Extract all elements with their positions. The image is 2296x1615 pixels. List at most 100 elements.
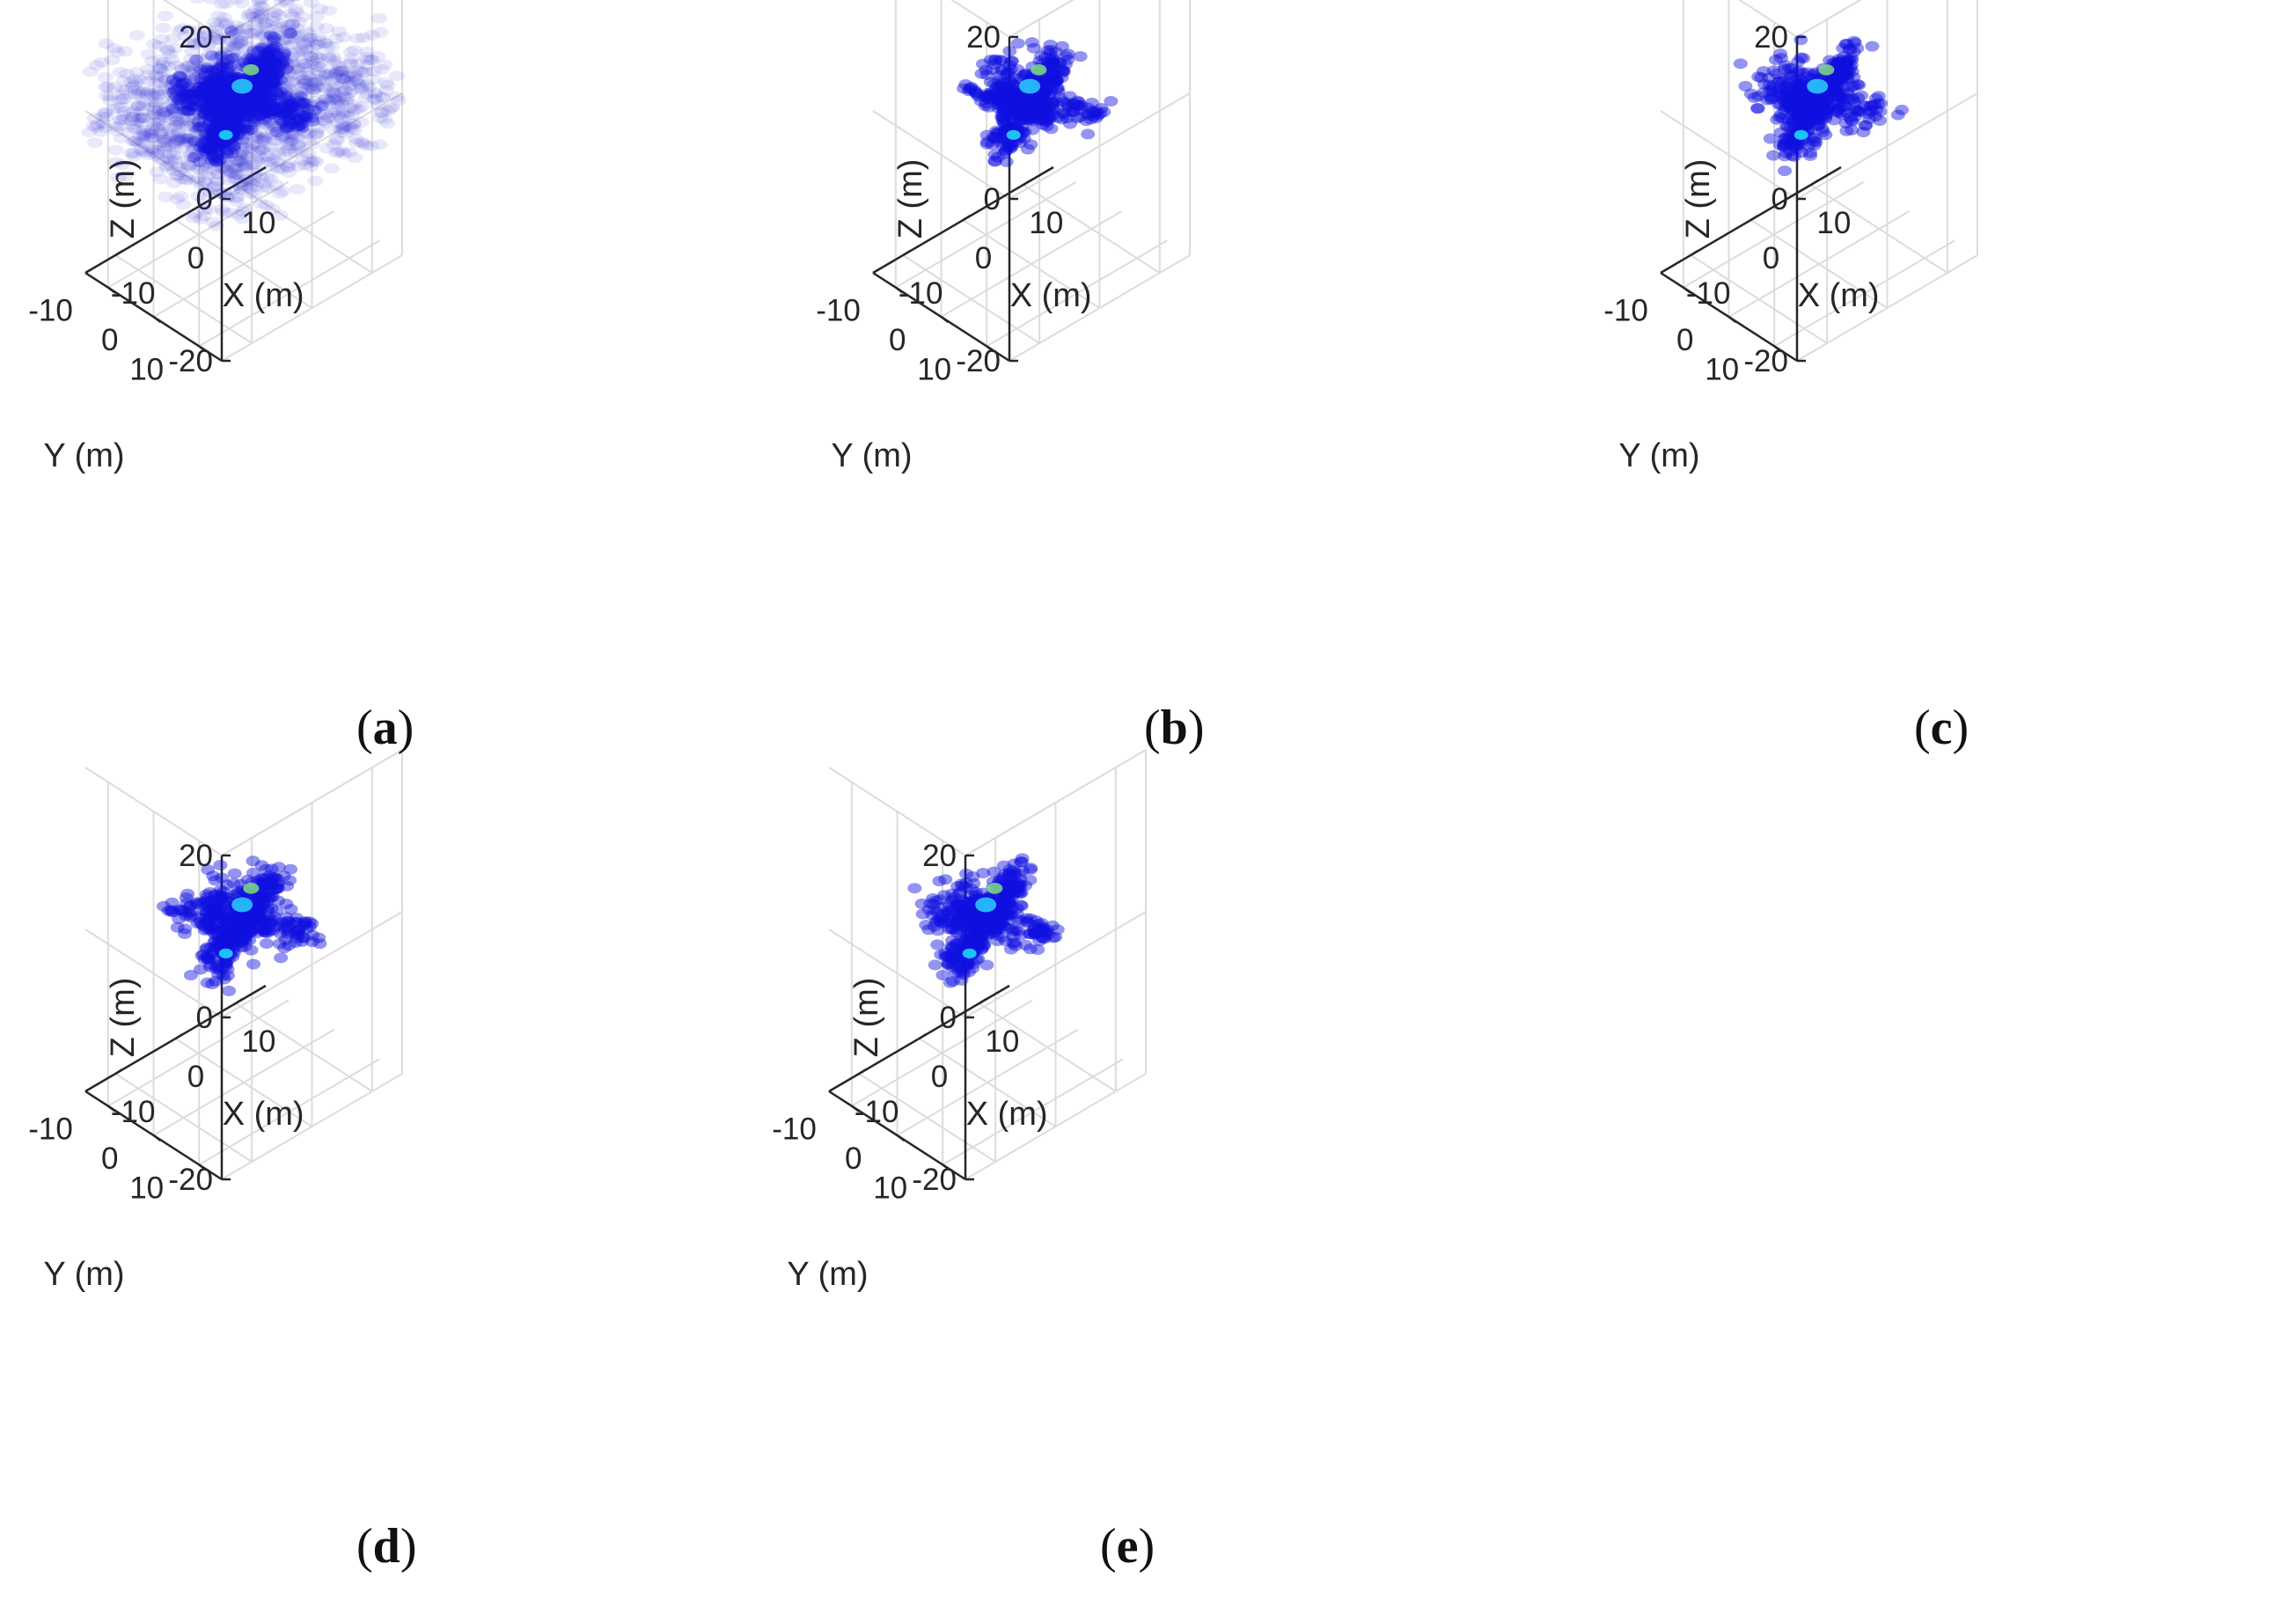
noise-point [175,114,192,126]
target-point [956,905,971,916]
target-point [269,127,284,138]
target-point [1004,894,1019,906]
noise-point [257,132,274,143]
target-point [218,98,233,109]
target-point [1081,109,1096,121]
target-point [213,62,228,73]
noise-point [277,107,294,119]
target-point [241,94,256,106]
target-point [1048,931,1063,943]
target-point [1848,105,1863,116]
noise-point [232,141,249,152]
target-point [963,899,978,911]
noise-point [185,102,202,114]
noise-point [298,43,315,55]
target-point [225,107,240,119]
target-point [256,924,271,936]
target-point [203,942,218,953]
noise-point [209,168,226,180]
noise-point [299,70,316,82]
target-point [1079,115,1094,127]
target-point [1795,81,1810,92]
target-point [220,923,235,935]
target-point [231,106,246,118]
target-point [1764,85,1779,97]
noise-point [252,42,268,54]
target-point [251,100,266,112]
target-point [218,904,233,915]
target-point [259,873,274,885]
target-point [1003,109,1018,121]
target-point [249,920,264,931]
noise-point [288,22,304,33]
y-tick-label: 10 [129,352,164,386]
target-point [216,95,231,106]
target-point [1005,72,1020,84]
target-point [230,114,245,125]
noise-point [209,34,225,46]
target-point [1013,888,1028,899]
target-point [1038,78,1053,90]
target-point [945,935,960,946]
noise-point [202,187,218,198]
noise-point [338,96,355,107]
noise-point [298,97,315,108]
target-point [210,63,225,75]
noise-point [88,60,105,71]
target-point [223,113,238,124]
noise-point [355,81,371,92]
target-point [1054,40,1069,52]
noise-point [178,96,194,107]
target-point [266,58,281,70]
noise-point [343,109,360,121]
target-point [970,927,985,938]
target-point [277,919,292,930]
target-point [1014,100,1029,112]
target-point [1023,943,1038,955]
target-point [1747,92,1762,103]
target-point [1796,121,1811,132]
target-point [1003,99,1018,110]
noise-point [201,48,217,60]
target-point [1783,70,1798,82]
target-point [1817,101,1832,113]
target-point [283,118,298,129]
target-point [285,98,300,109]
target-point [959,915,974,927]
target-point [1768,54,1783,65]
noise-point [240,180,257,191]
target-point [253,109,268,121]
panel-a: -10 0 10 10 0 -10 20 0 -20 X (m) Y (m) Z (m) [0,0,766,796]
target-point [1845,93,1860,105]
target-point [204,155,219,166]
target-point [1790,85,1805,97]
noise-point [229,169,246,180]
noise-point [295,127,312,138]
noise-point [283,57,300,69]
target-point [227,868,242,879]
noise-point [290,125,307,136]
noise-point [226,150,243,162]
noise-point [181,160,198,172]
target-point [212,902,227,914]
noise-point [213,17,230,28]
target-point [1014,114,1029,126]
noise-point [184,152,201,164]
target-point [173,905,188,916]
target-point [282,114,297,126]
target-point [238,123,253,135]
noise-point [202,94,218,106]
target-point [984,914,999,925]
noise-point [216,107,232,119]
panel-c: -10 0 10 10 0 -10 20 0 -20 X (m) Y (m) Z (m) [1575,0,2296,796]
target-point [1093,107,1108,119]
target-point [1035,925,1050,936]
noise-point [190,123,207,135]
target-point [209,81,224,92]
target-point [1056,107,1071,119]
target-point [280,880,295,892]
noise-point [250,145,267,157]
target-point [1042,90,1057,101]
noise-point [317,37,334,48]
